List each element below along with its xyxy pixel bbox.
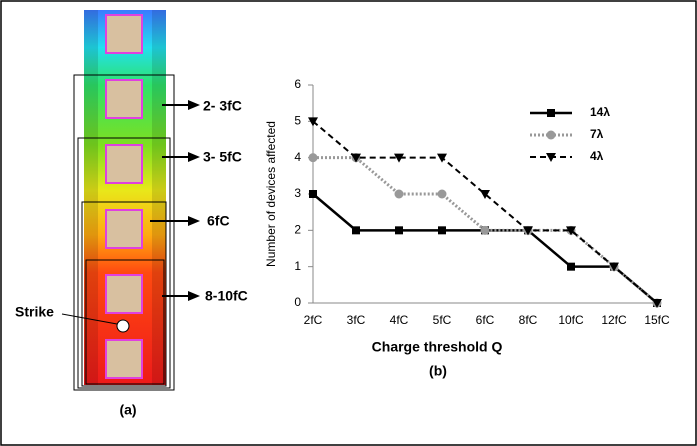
y-tick-label: 2 xyxy=(294,223,301,237)
marker xyxy=(394,189,404,199)
x-tick-label: 5fC xyxy=(433,313,452,327)
x-tick-label: 8fC xyxy=(519,313,538,327)
marker xyxy=(308,153,318,163)
arrows xyxy=(150,100,200,301)
x-tick-label: 3fC xyxy=(347,313,366,327)
strike-label: Strike xyxy=(15,304,54,320)
y-tick-label: 1 xyxy=(294,259,301,273)
y-axis-title: Number of devices affected xyxy=(264,121,278,267)
marker xyxy=(308,117,318,127)
marker xyxy=(523,226,533,236)
series-line xyxy=(312,193,658,304)
caption: (a) xyxy=(119,402,136,418)
marker xyxy=(652,299,662,308)
marker xyxy=(546,130,556,140)
y-tick-label: 4 xyxy=(294,150,301,164)
marker xyxy=(567,262,575,271)
x-tick-label: 4fC xyxy=(390,313,409,327)
y-tick-label: 6 xyxy=(294,77,301,91)
x-tick-label: 6fC xyxy=(476,313,495,327)
marker xyxy=(437,189,447,199)
marker xyxy=(351,153,361,163)
region-label: 3- 5fC xyxy=(203,149,242,165)
x-axis-title: Charge threshold Q xyxy=(372,339,503,355)
marker xyxy=(609,262,619,272)
series-line xyxy=(313,156,658,305)
marker xyxy=(437,153,447,163)
legend-label: 4λ xyxy=(590,149,604,163)
region-label: 2- 3fC xyxy=(203,98,242,114)
y-tick-label: 3 xyxy=(294,186,301,200)
region-label: 8-10fC xyxy=(205,288,248,304)
y-tick-label: 5 xyxy=(294,114,301,128)
marker xyxy=(566,226,576,236)
x-tick-label: 2fC xyxy=(304,313,323,327)
marker xyxy=(309,190,317,198)
marker xyxy=(438,226,446,235)
x-tick-label: 10fC xyxy=(558,313,584,327)
marker xyxy=(480,225,490,235)
marker xyxy=(480,190,490,199)
x-tick-label: 15fC xyxy=(644,313,670,327)
legend-label: 14λ xyxy=(590,105,610,119)
region-label: 6fC xyxy=(207,213,230,229)
caption: (b) xyxy=(429,363,447,379)
marker xyxy=(546,153,556,162)
y-tick-label: 0 xyxy=(294,295,301,309)
marker xyxy=(352,226,360,235)
marker xyxy=(547,109,555,117)
x-tick-label: 12fC xyxy=(601,313,627,327)
marker xyxy=(395,226,403,235)
marker xyxy=(394,153,404,163)
layout-image xyxy=(61,10,175,391)
legend-label: 7λ xyxy=(590,127,604,141)
series-line xyxy=(312,120,658,304)
